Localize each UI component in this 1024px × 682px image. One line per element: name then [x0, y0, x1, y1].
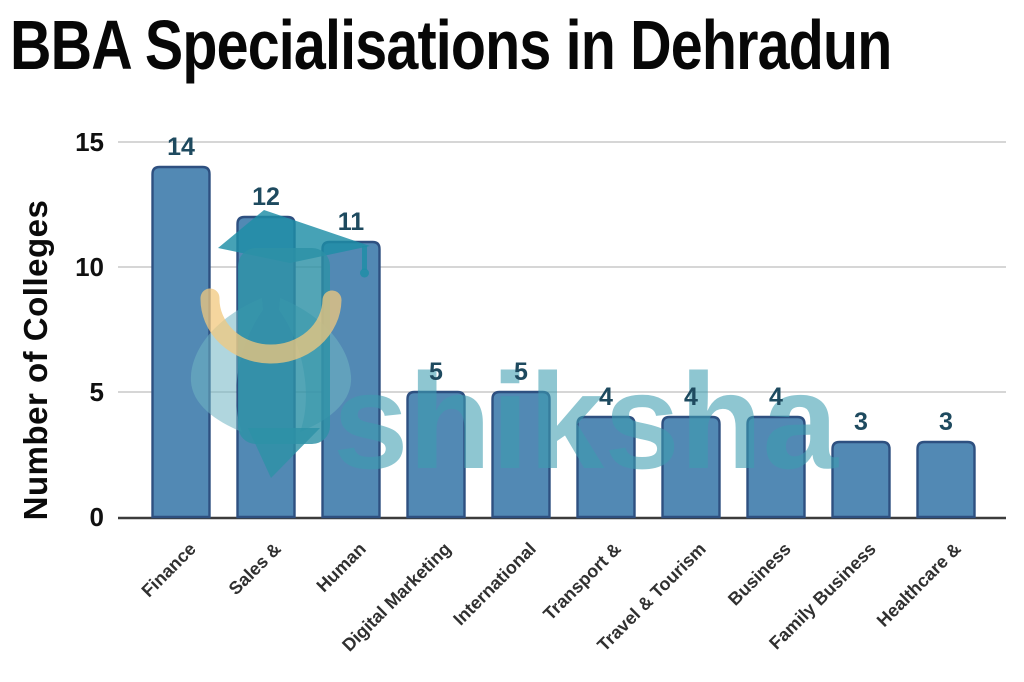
- bar-value-label: 5: [514, 358, 528, 386]
- x-tick-label: Sales &: [225, 539, 285, 599]
- collar-arc-icon: [200, 288, 342, 364]
- bar: [576, 415, 636, 519]
- pen-body-icon: [238, 248, 330, 444]
- mortarboard-icon: [218, 210, 370, 263]
- tassel-icon: [362, 246, 367, 270]
- x-tick-label: Digital Marketing: [338, 539, 455, 656]
- bar: [321, 240, 381, 519]
- bar: [746, 415, 806, 519]
- bar: [236, 215, 296, 519]
- x-tick-label: International: [449, 539, 540, 630]
- y-tick-label: 0: [90, 502, 104, 532]
- bar: [151, 165, 211, 519]
- x-tick-label: Finance: [138, 539, 200, 601]
- y-tick-label: 5: [90, 377, 104, 407]
- bar-value-label: 12: [252, 183, 280, 211]
- x-tick-label: Business: [724, 539, 795, 610]
- x-tick-label: Human: [313, 539, 370, 596]
- y-tick-label: 15: [75, 127, 104, 157]
- bar-value-label: 11: [338, 208, 365, 236]
- bar: [916, 440, 976, 519]
- bar-value-label: 5: [429, 358, 443, 386]
- bar-value-label: 4: [769, 383, 783, 411]
- bar-value-label: 3: [854, 408, 868, 436]
- nib-right-wing-icon: [279, 298, 352, 432]
- bar-value-label: 4: [599, 383, 613, 411]
- x-tick-label: Transport &: [539, 539, 625, 625]
- x-tick-label: Travel & Tourism: [593, 539, 709, 655]
- x-tick-label: Family Business: [765, 539, 880, 654]
- tassel-knot-icon: [360, 268, 369, 278]
- bar: [661, 415, 721, 519]
- y-axis-title: Number of Colleges: [17, 199, 54, 521]
- bar: [491, 390, 551, 519]
- x-tick-label: Healthcare &: [873, 539, 965, 631]
- bar: [406, 390, 466, 519]
- y-tick-label: 10: [75, 252, 104, 282]
- chart-title: BBA Specialisations in Dehradun: [10, 6, 892, 84]
- nib-point-icon: [248, 428, 320, 478]
- bar-value-label: 14: [167, 133, 195, 161]
- bar-value-label: 4: [684, 383, 698, 411]
- bar-value-label: 3: [939, 408, 953, 436]
- bar: [831, 440, 891, 519]
- nib-left-wing-icon: [190, 298, 263, 432]
- graduation-cap-pen-logo-icon: shiksha: [190, 210, 839, 497]
- watermark-brand-text: shiksha: [333, 345, 839, 497]
